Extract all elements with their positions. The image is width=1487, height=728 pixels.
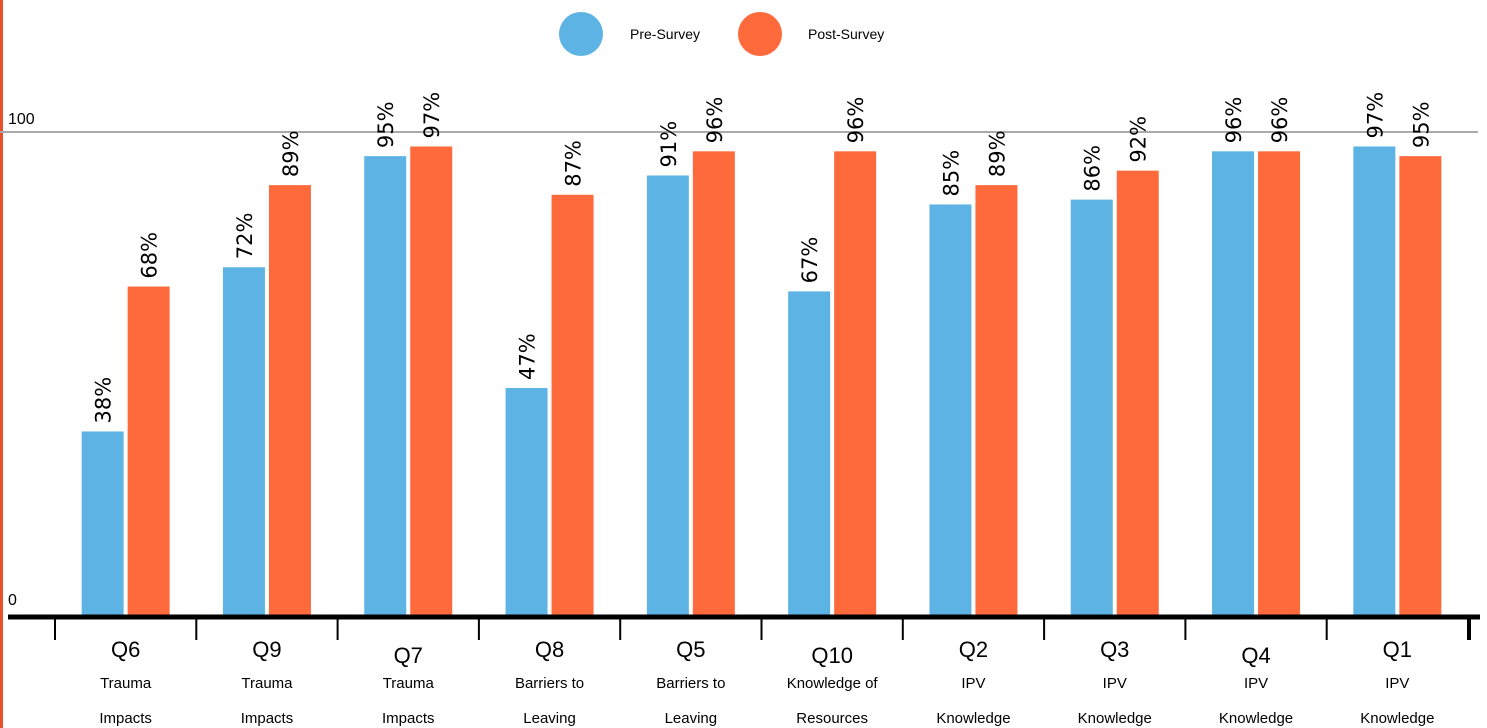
data-label-post-q6: 68% (138, 232, 162, 279)
data-label-post-q3: 92% (1127, 116, 1151, 163)
legend-swatch-pre (559, 12, 603, 56)
x-tick-sublabel-q4-1: Knowledge (1219, 710, 1293, 727)
bar-pre-q5 (646, 175, 689, 615)
x-tick-label-q7: Q7 (394, 643, 423, 668)
x-tick-sublabel-q4-0: IPV (1244, 675, 1268, 692)
data-label-pre-q1: 97% (1363, 92, 1387, 139)
data-label-pre-q5: 91% (657, 121, 681, 168)
data-label-pre-q7: 95% (374, 101, 398, 148)
data-labels: 38% 68% 72% 89% 95% 97% 47% 87% 91% 96% 67% 96% 85% 8… (92, 92, 1434, 424)
bar-pre-q4 (1212, 151, 1255, 615)
data-label-post-q10: 96% (844, 97, 868, 144)
bar-post-q4 (1258, 151, 1301, 615)
x-tick-label-q2: Q2 (959, 637, 988, 662)
data-label-post-q4: 96% (1268, 97, 1292, 144)
x-tick-label-q5: Q5 (676, 637, 705, 662)
bar-pre-q10 (788, 291, 831, 615)
bar-post-q9 (268, 185, 311, 615)
x-tick-sublabel-q3-1: Knowledge (1078, 710, 1152, 727)
bar-post-q1 (1399, 156, 1442, 615)
x-tick-label-q4: Q4 (1241, 643, 1270, 668)
y-tick-label-100: 100 (8, 111, 35, 128)
x-tick-label-q8: Q8 (535, 637, 564, 662)
x-tick-sublabel-q6-0: Trauma (100, 675, 152, 692)
legend-label-pre: Pre-Survey (630, 26, 700, 42)
data-label-pre-q3: 86% (1081, 145, 1105, 192)
x-tick-sublabel-q8-1: Leaving (523, 710, 576, 727)
x-tick-sublabel-q10-0: Knowledge of (787, 675, 879, 692)
x-tick-sublabel-q7-1: Impacts (382, 710, 435, 727)
x-tick-label-q6: Q6 (111, 637, 140, 662)
bar-pre-q2 (929, 204, 972, 615)
bar-post-q3 (1116, 170, 1159, 615)
bar-pre-q7 (364, 156, 407, 615)
x-tick-sublabel-q5-0: Barriers to (656, 675, 725, 692)
bar-post-q10 (834, 151, 877, 615)
bar-pre-q3 (1070, 199, 1113, 615)
data-label-post-q9: 89% (279, 130, 303, 177)
x-tick-sublabel-q6-1: Impacts (99, 710, 152, 727)
x-tick-sublabel-q9-1: Impacts (241, 710, 294, 727)
x-tick-sublabel-q2-0: IPV (961, 675, 985, 692)
data-label-post-q5: 96% (703, 97, 727, 144)
x-axis: Q6 Trauma Impacts Q9 Trauma Impacts Q7 Trauma Im… (8, 614, 1480, 727)
y-tick-label-0: 0 (8, 592, 17, 609)
y-axis: 100 0 (8, 111, 35, 609)
data-label-post-q2: 89% (985, 130, 1009, 177)
x-tick-sublabel-q5-1: Leaving (665, 710, 718, 727)
data-label-pre-q9: 72% (233, 213, 257, 260)
x-tick-label-q3: Q3 (1100, 637, 1129, 662)
bars (81, 146, 1442, 616)
x-tick-sublabel-q9-0: Trauma (241, 675, 293, 692)
bar-post-q2 (975, 185, 1018, 615)
x-tick-label-q9: Q9 (252, 637, 281, 662)
legend-swatch-post (738, 12, 782, 56)
legend-label-post: Post-Survey (808, 26, 884, 42)
x-tick-label-q10: Q10 (811, 643, 853, 668)
bar-pre-q8 (505, 387, 548, 615)
x-tick-sublabel-q3-0: IPV (1103, 675, 1127, 692)
x-tick-sublabel-q2-1: Knowledge (936, 710, 1010, 727)
bar-pre-q9 (222, 267, 265, 615)
bar-post-q7 (410, 146, 453, 616)
bar-post-q5 (692, 151, 735, 615)
legend: Pre-Survey Post-Survey (559, 12, 884, 56)
bar-post-q8 (551, 194, 594, 616)
bar-post-q6 (127, 286, 170, 615)
data-label-post-q8: 87% (562, 140, 586, 187)
data-label-pre-q2: 85% (939, 150, 963, 197)
x-tick-sublabel-q10-1: Resources (796, 710, 868, 727)
data-label-pre-q8: 47% (516, 333, 540, 380)
x-tick-label-q1: Q1 (1383, 637, 1412, 662)
data-label-post-q1: 95% (1409, 101, 1433, 148)
x-tick-sublabel-q8-0: Barriers to (515, 675, 584, 692)
data-label-pre-q4: 96% (1222, 97, 1246, 144)
data-label-pre-q6: 38% (92, 377, 116, 424)
x-tick-sublabel-q1-1: Knowledge (1360, 710, 1434, 727)
bar-pre-q1 (1353, 146, 1396, 616)
left-edge-stripe (0, 0, 3, 728)
x-tick-sublabel-q7-0: Trauma (383, 675, 435, 692)
x-tick-sublabel-q1-0: IPV (1385, 675, 1409, 692)
data-label-post-q7: 97% (420, 92, 444, 139)
bar-pre-q6 (81, 431, 124, 615)
data-label-pre-q10: 67% (798, 237, 822, 284)
